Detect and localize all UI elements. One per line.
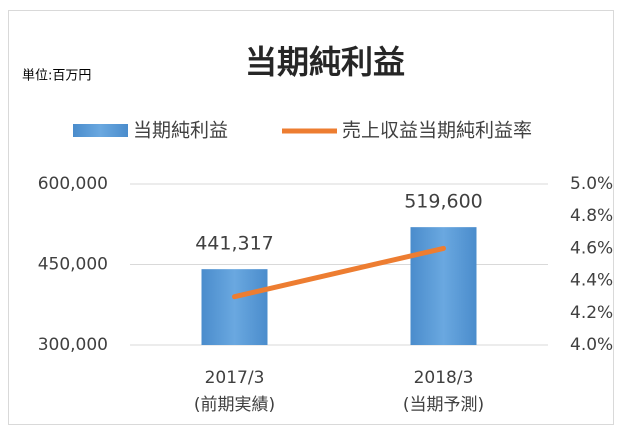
line <box>232 245 446 300</box>
y-tick-label: 600,000 <box>38 174 108 194</box>
bar <box>201 269 268 345</box>
y2-tick-label: 4.6% <box>570 238 613 258</box>
x-tick-label: 2017/3 <box>205 368 265 388</box>
y2-tick-label: 5.0% <box>570 174 613 194</box>
data-label: 519,600 <box>404 191 483 213</box>
y2-tick-label: 4.8% <box>570 206 613 226</box>
y2-tick-label: 4.2% <box>570 303 613 323</box>
legend-swatch <box>73 124 128 137</box>
legend-label: 売上収益当期純利益率 <box>342 120 532 142</box>
y-tick-label: 450,000 <box>38 255 108 275</box>
y-tick-label: 300,000 <box>38 335 108 355</box>
chart-title: 当期純利益 <box>245 43 405 81</box>
y2-tick-label: 4.4% <box>570 271 613 291</box>
chart-frame <box>8 10 614 425</box>
y2-tick-label: 4.0% <box>570 335 613 355</box>
x-tick-label: (前期実績) <box>194 395 275 415</box>
x-tick-label: 2018/3 <box>414 368 474 388</box>
x-tick-label: (当期予測) <box>403 395 484 415</box>
legend-label: 当期純利益 <box>133 120 228 142</box>
unit-label: 単位:百万円 <box>22 68 91 84</box>
data-label: 441,317 <box>195 233 274 255</box>
bar <box>410 227 477 345</box>
